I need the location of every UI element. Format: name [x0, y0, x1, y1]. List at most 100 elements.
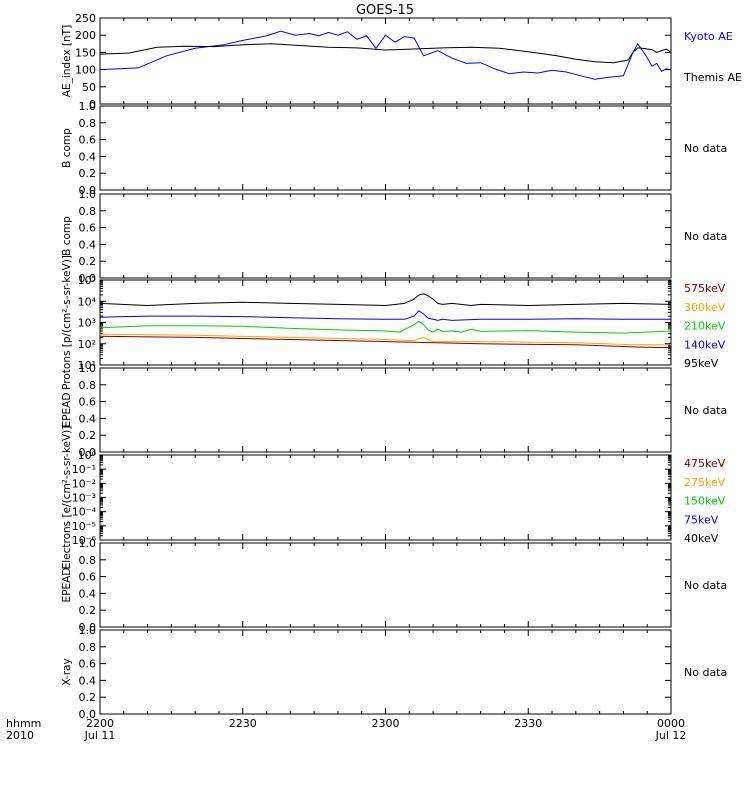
- y-tick-label: 10⁰: [78, 449, 97, 462]
- y-tick-label: 0.0: [79, 272, 97, 285]
- time-tick-label: 2200: [86, 717, 114, 730]
- y-tick-label: 0.6: [79, 571, 97, 584]
- y-tick-label: 0.2: [79, 255, 97, 268]
- legend-275keV: 275keV: [684, 476, 726, 489]
- time-tick-label: 2300: [372, 717, 400, 730]
- y-tick-label: 0.4: [79, 674, 97, 687]
- y-tick-label: 1.0: [79, 537, 97, 550]
- y-tick-label: 0.6: [79, 658, 97, 671]
- panel-frame: [99, 629, 672, 715]
- y-tick-label: 0.4: [79, 412, 97, 425]
- y-tick-label: 50: [82, 81, 96, 94]
- y-tick-label: 0.2: [79, 604, 97, 617]
- series-line-kyoto-ae: [99, 30, 672, 80]
- y-axis-title: EPEAD: [61, 393, 73, 428]
- panel-frame: [99, 454, 672, 541]
- panel-xray: 0.0 0.2 0.4 0.6 0.8 1.0 X-ray No data: [61, 624, 727, 721]
- no-data-label: No data: [684, 142, 727, 155]
- y-tick-label: 0.0: [79, 446, 97, 459]
- y-tick-label: 0.6: [79, 396, 97, 409]
- time-tick-label: 2230: [229, 717, 257, 730]
- y-tick-label: 1.0: [79, 624, 97, 637]
- y-tick-label: 0.0: [79, 708, 97, 721]
- y-tick-label: 10²: [78, 338, 96, 351]
- y-tick-label: 10⁻⁴: [72, 506, 97, 519]
- y-axis-title: B comp: [61, 216, 73, 256]
- y-tick-label: 0.8: [79, 641, 97, 654]
- y-tick-label: 10⁻³: [72, 492, 96, 505]
- no-data-label: No data: [684, 230, 727, 243]
- y-tick-label: 200: [75, 29, 96, 42]
- plot-title: GOES-15: [356, 3, 414, 18]
- legend-210keV: 210keV: [684, 320, 726, 333]
- time-axis-row2-label: 2010: [6, 729, 34, 742]
- series-line-575kev: [99, 335, 672, 349]
- y-tick-label: 0.6: [79, 222, 97, 235]
- y-axis-title: X-ray: [61, 658, 73, 685]
- y-tick-label: 0.4: [79, 587, 97, 600]
- y-tick-label: 10⁻⁵: [72, 520, 96, 533]
- y-tick-label: 0: [89, 98, 96, 111]
- panel-b1: 0.0 0.2 0.4 0.6 0.8 1.0 B comp No data: [61, 100, 727, 197]
- y-tick-label: 0.2: [79, 691, 97, 704]
- time-tick-date: Jul 11: [84, 729, 116, 742]
- legend-kyoto-ae: Kyoto AE: [684, 30, 733, 43]
- y-tick-label: 0.0: [79, 184, 97, 197]
- y-tick-label: 0.8: [79, 205, 97, 218]
- y-tick-label: 100: [75, 64, 96, 77]
- panel-epead2: 0.0 0.2 0.4 0.6 0.8 1.0 EPEAD No data: [61, 537, 727, 634]
- series-line-210kev: [99, 320, 672, 334]
- legend-themis-ae: Themis AE: [683, 71, 742, 84]
- y-tick-label: 1.0: [79, 100, 97, 113]
- y-tick-label: 0.2: [79, 429, 97, 442]
- y-axis-title: Electrons [e/(cm²-s-sr-keV)]: [61, 426, 73, 570]
- panel-protons: 10¹ 10² 10³ 10⁴ 10⁵ Protons [p/(cm²-s-sr-keV)…: [61, 255, 726, 390]
- panel-frame: [99, 105, 672, 191]
- series-line-95kev: [99, 293, 672, 307]
- y-tick-label: 1.0: [79, 188, 97, 201]
- panel-frame: [99, 193, 672, 279]
- y-tick-label: 250: [75, 12, 96, 25]
- series-line-themis-ae: [99, 43, 672, 64]
- y-tick-label: 10⁻¹: [72, 463, 96, 476]
- y-tick-label: 10⁻⁶: [72, 534, 97, 547]
- y-tick-label: 1.0: [79, 362, 97, 375]
- no-data-label: No data: [684, 666, 727, 679]
- y-tick-label: 10¹: [78, 359, 96, 372]
- y-axis-title: Protons [p/(cm²-s-sr-keV)]: [61, 255, 73, 390]
- y-tick-label: 10⁻²: [72, 477, 96, 490]
- y-tick-label: 0.2: [79, 167, 97, 180]
- y-axis-title: EPEAD: [61, 568, 73, 603]
- y-tick-label: 0.8: [79, 117, 97, 130]
- y-tick-label: 10⁵: [78, 274, 96, 287]
- y-axis-title: AE_index [nT]: [61, 25, 73, 97]
- time-tick-label: 0000: [657, 717, 685, 730]
- legend-575keV: 575keV: [684, 282, 726, 295]
- y-tick-label: 10³: [78, 317, 96, 330]
- no-data-label: No data: [684, 404, 727, 417]
- legend-95keV: 95keV: [684, 357, 719, 370]
- legend-150keV: 150keV: [684, 495, 726, 508]
- legend-140keV: 140keV: [684, 338, 726, 351]
- legend-40keV: 40keV: [684, 532, 719, 545]
- time-tick-label: 2330: [514, 717, 542, 730]
- y-axis-title: B comp: [61, 128, 73, 168]
- panel-frame: [99, 367, 672, 453]
- no-data-label: No data: [684, 579, 727, 592]
- y-tick-label: 0.6: [79, 134, 97, 147]
- time-tick-date: Jul 12: [655, 729, 687, 742]
- panel-frame: [99, 542, 672, 628]
- series-line-140kev: [99, 310, 671, 321]
- y-tick-label: 0.8: [79, 554, 97, 567]
- y-tick-label: 0.4: [79, 150, 97, 163]
- y-tick-label: 150: [75, 46, 96, 59]
- y-tick-label: 0.0: [79, 621, 97, 634]
- panel-epead1: 0.0 0.2 0.4 0.6 0.8 1.0 EPEAD No data: [61, 362, 727, 459]
- series-line-300kev: [99, 333, 671, 346]
- panel-b2: 0.0 0.2 0.4 0.6 0.8 1.0 B comp No data: [61, 188, 727, 285]
